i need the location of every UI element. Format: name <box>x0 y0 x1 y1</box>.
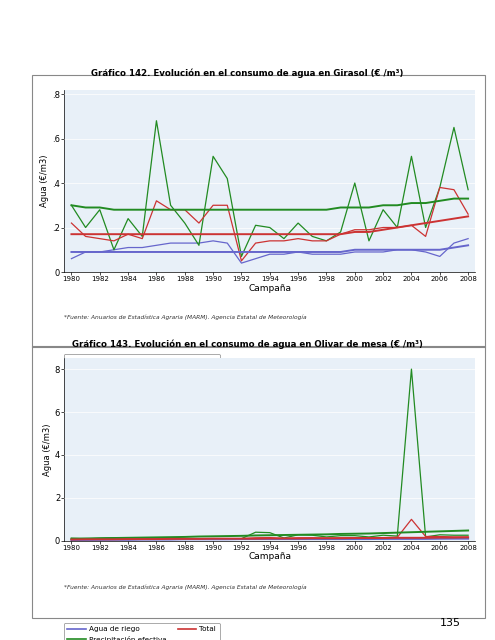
X-axis label: Campaña: Campaña <box>248 284 291 292</box>
Text: Gráfico 142. Evolución en el consumo de agua en Girasol (€ /m³): Gráfico 142. Evolución en el consumo de … <box>91 68 404 78</box>
Text: 135: 135 <box>440 618 460 628</box>
Text: *Fuente: Anuarios de Estadística Agraria (MARM). Agencia Estatal de Meteorología: *Fuente: Anuarios de Estadística Agraria… <box>64 584 307 590</box>
Text: *Fuente: Anuarios de Estadística Agraria (MARM). Agencia Estatal de Meteorología: *Fuente: Anuarios de Estadística Agraria… <box>64 315 307 321</box>
Legend: Agua de riego, Precipitación efectiva, Total: Agua de riego, Precipitación efectiva, T… <box>64 623 220 640</box>
Y-axis label: Agua (€/m3): Agua (€/m3) <box>41 154 50 207</box>
Y-axis label: Agua (€/m3): Agua (€/m3) <box>43 423 52 476</box>
Text: Gráfico 143. Evolución en el consumo de agua en Olivar de mesa (€ /m³): Gráfico 143. Evolución en el consumo de … <box>72 339 423 349</box>
X-axis label: Campaña: Campaña <box>248 552 291 561</box>
Legend: Agua de riego, Precipitación efectiva, Total: Agua de riego, Precipitación efectiva, T… <box>64 354 220 378</box>
